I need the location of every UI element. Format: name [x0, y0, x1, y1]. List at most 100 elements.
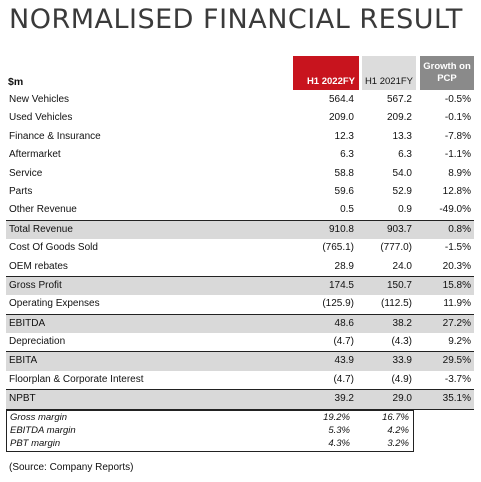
margin-row: Gross margin 19.2% 16.7% — [7, 411, 413, 424]
row-prior-value: (112.5) — [381, 298, 412, 310]
source-note: (Source: Company Reports) — [9, 462, 134, 473]
table-row: Service 58.8 54.0 8.9% — [6, 165, 474, 183]
row-growth-value: 15.8% — [442, 279, 471, 291]
row-growth-value: 35.1% — [442, 393, 471, 405]
row-current-value: 58.8 — [334, 167, 354, 179]
header-current-period-label: H1 2022FY — [306, 76, 355, 87]
row-current-value: 28.9 — [334, 260, 354, 272]
row-label: Service — [9, 167, 43, 179]
row-current-value: 59.6 — [334, 185, 354, 197]
header-prior-period: H1 2021FY — [362, 56, 416, 90]
row-label: Other Revenue — [9, 204, 77, 216]
header-current-period: H1 2022FY — [293, 56, 359, 90]
table-row: OEM rebates 28.9 24.0 20.3% — [6, 258, 474, 276]
row-label: New Vehicles — [9, 94, 70, 105]
row-prior-value: (4.9) — [391, 373, 412, 385]
financial-table: $m H1 2022FY H1 2021FY Growth on PCP New… — [6, 56, 474, 410]
row-prior-value: 38.2 — [392, 317, 412, 329]
row-current-value: (125.9) — [322, 298, 354, 310]
row-label: Used Vehicles — [9, 112, 73, 124]
row-label: Operating Expenses — [9, 298, 100, 310]
margin-prior-value: 3.2% — [387, 438, 409, 449]
table-row: New Vehicles 564.4 567.2 -0.5% — [6, 91, 474, 109]
table-row: Parts 59.6 52.9 12.8% — [6, 183, 474, 201]
table-row: Finance & Insurance 12.3 13.3 -7.8% — [6, 128, 474, 146]
margin-label: Gross margin — [10, 412, 68, 423]
row-growth-value: -1.5% — [444, 242, 471, 254]
row-current-value: 39.2 — [334, 393, 354, 405]
row-growth-value: 12.8% — [442, 185, 471, 197]
row-label: Parts — [9, 185, 33, 197]
row-prior-value: 52.9 — [392, 185, 412, 197]
row-growth-value: 11.9% — [443, 298, 471, 310]
margin-prior-value: 16.7% — [382, 412, 409, 423]
row-current-value: (4.7) — [333, 336, 354, 348]
row-label: Floorplan & Corporate Interest — [9, 373, 144, 385]
header-growth: Growth on PCP — [420, 56, 474, 90]
row-prior-value: 13.3 — [392, 130, 412, 142]
row-prior-value: 29.0 — [392, 393, 412, 405]
row-label: EBITA — [9, 355, 38, 367]
row-prior-value: 209.2 — [386, 112, 412, 124]
row-current-value: 174.5 — [328, 279, 354, 291]
margin-label: PBT margin — [10, 438, 61, 449]
row-growth-value: -7.8% — [444, 130, 471, 142]
row-current-value: 209.0 — [328, 112, 354, 124]
row-label: Gross Profit — [9, 279, 62, 291]
row-label: Finance & Insurance — [9, 130, 101, 142]
row-label: Depreciation — [9, 336, 66, 348]
page-title: NORMALISED FINANCIAL RESULT — [9, 4, 463, 35]
table-row: Floorplan & Corporate Interest (4.7) (4.9)… — [6, 371, 474, 389]
table-row: Aftermarket 6.3 6.3 -1.1% — [6, 146, 474, 164]
row-prior-value: 6.3 — [398, 149, 412, 161]
row-prior-value: 54.0 — [392, 167, 412, 179]
row-growth-value: -1.1% — [444, 149, 471, 161]
row-prior-value: 33.9 — [392, 355, 412, 367]
row-current-value: 6.3 — [340, 149, 354, 161]
row-label: OEM rebates — [9, 260, 68, 272]
table-body: New Vehicles 564.4 567.2 -0.5% Used Vehicles… — [6, 91, 474, 410]
table-row: NPBT 39.2 29.0 35.1% — [6, 389, 474, 410]
row-prior-value: 567.2 — [386, 94, 412, 105]
row-current-value: 0.5 — [340, 204, 354, 216]
row-label: Total Revenue — [9, 223, 73, 235]
row-prior-value: 150.7 — [386, 279, 412, 291]
row-growth-value: 27.2% — [442, 317, 471, 329]
row-growth-value: -49.0% — [439, 204, 471, 216]
row-growth-value: -3.7% — [444, 373, 471, 385]
row-current-value: 12.3 — [334, 130, 354, 142]
unit-label: $m — [8, 76, 24, 88]
row-prior-value: (777.0) — [380, 242, 412, 254]
table-row: Operating Expenses (125.9) (112.5) 11.9% — [6, 295, 474, 313]
table-row: Other Revenue 0.5 0.9 -49.0% — [6, 201, 474, 219]
row-growth-value: 8.9% — [448, 167, 471, 179]
margin-prior-value: 4.2% — [387, 425, 409, 436]
row-growth-value: 0.8% — [448, 223, 471, 235]
row-current-value: 43.9 — [334, 355, 354, 367]
row-prior-value: 24.0 — [392, 260, 412, 272]
row-growth-value: 9.2% — [448, 336, 471, 348]
row-current-value: (765.1) — [322, 242, 354, 254]
row-current-value: 48.6 — [334, 317, 354, 329]
table-row: EBITA 43.9 33.9 29.5% — [6, 351, 474, 371]
table-row: Total Revenue 910.8 903.7 0.8% — [6, 219, 474, 240]
row-prior-value: 903.7 — [386, 223, 412, 235]
row-label: Aftermarket — [9, 149, 61, 161]
table-row: Cost Of Goods Sold (765.1) (777.0) -1.5% — [6, 239, 474, 257]
table-row: EBITDA 48.6 38.2 27.2% — [6, 313, 474, 334]
table-header: $m H1 2022FY H1 2021FY Growth on PCP — [6, 56, 474, 90]
row-current-value: (4.7) — [333, 373, 354, 385]
row-growth-value: 20.3% — [442, 260, 471, 272]
row-label: EBITDA — [9, 317, 46, 329]
margin-current-value: 4.3% — [328, 438, 350, 449]
margin-row: EBITDA margin 5.3% 4.2% — [7, 424, 413, 437]
row-label: NPBT — [9, 393, 36, 405]
margins-body: Gross margin 19.2% 16.7% EBITDA margin 5.3% 4… — [7, 411, 413, 450]
table-row: Depreciation (4.7) (4.3) 9.2% — [6, 333, 474, 351]
header-growth-label: Growth on PCP — [423, 61, 471, 84]
margin-current-value: 5.3% — [328, 425, 350, 436]
row-growth-value: -0.5% — [444, 94, 471, 105]
header-prior-period-label: H1 2021FY — [364, 76, 413, 87]
margin-row: PBT margin 4.3% 3.2% — [7, 437, 413, 450]
row-growth-value: 29.5% — [442, 355, 471, 367]
